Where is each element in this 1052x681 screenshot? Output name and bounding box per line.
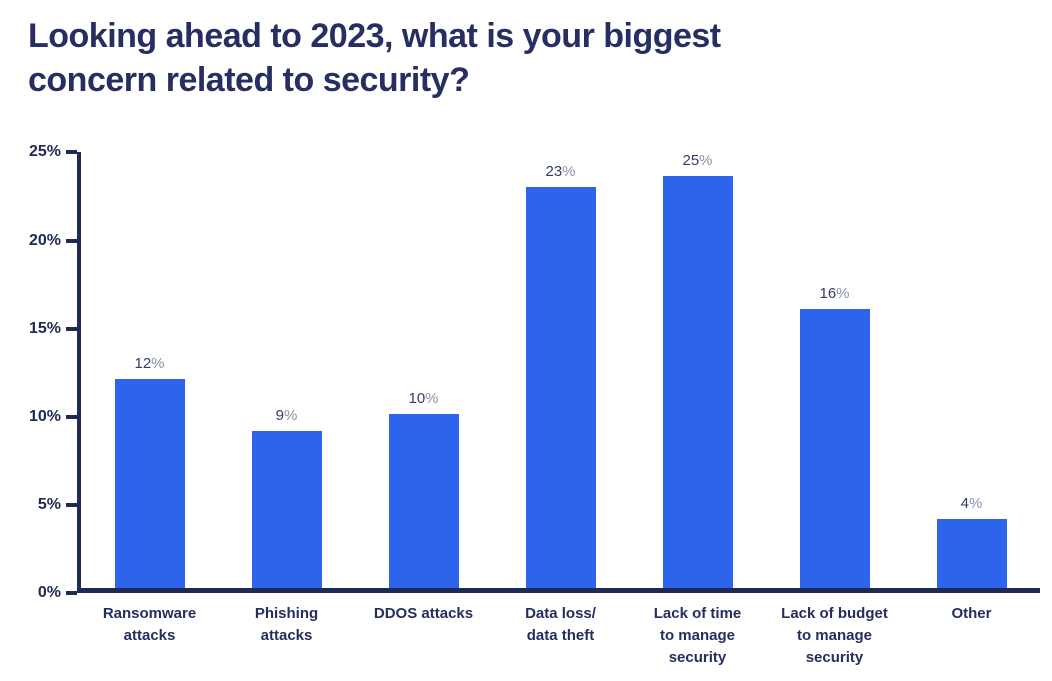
bar-lack-of-time[interactable] — [662, 176, 733, 589]
tick-mark-icon — [66, 503, 77, 508]
percent-sign: % — [151, 355, 165, 373]
percent-sign: % — [562, 163, 576, 181]
bar-value-label: 9% — [276, 407, 298, 424]
y-axis: 25% 20% 15% 10% 5% 0% — [28, 143, 77, 601]
percent-sign: % — [836, 285, 850, 303]
bar-ransomware[interactable] — [114, 379, 185, 589]
y-tick-5: 5% — [38, 496, 77, 514]
bar-group-lack-of-budget: 16% — [766, 152, 903, 589]
y-tick-label: 25% — [28, 143, 61, 161]
bar-value-label: 4% — [961, 495, 983, 512]
tick-mark-icon — [66, 326, 77, 331]
chart-title: Looking ahead to 2023, what is your bigg… — [28, 17, 721, 100]
bar-group-ddos: 10% — [355, 152, 492, 589]
percent-sign: % — [425, 389, 439, 407]
percent-sign: % — [699, 152, 713, 170]
value-number: 25 — [682, 152, 700, 170]
bar-value-label: 16% — [819, 285, 849, 302]
x-axis-label-phishing: Phishing attacks — [254, 605, 319, 645]
tick-mark-icon — [66, 150, 77, 155]
value-number: 23 — [545, 163, 563, 181]
bar-value-label: 12% — [134, 355, 164, 372]
value-number: 12 — [134, 355, 152, 373]
y-tick-label: 10% — [28, 407, 61, 425]
x-axis-label-data-loss: Data loss/ data theft — [525, 605, 596, 645]
bar-value-label: 10% — [408, 390, 438, 407]
y-tick-10: 10% — [29, 408, 77, 426]
y-tick-label: 5% — [37, 496, 61, 514]
bar-group-phishing: 9% — [218, 152, 355, 589]
tick-mark-icon — [66, 238, 77, 243]
value-number: 10 — [408, 389, 426, 407]
bar-data-loss[interactable] — [525, 187, 596, 589]
plot-area: 12% 9% 10% 23% 25% — [77, 152, 1040, 594]
x-axis-labels: Ransomware attacks Phishing attacks DDOS… — [77, 603, 1040, 668]
y-tick-15: 15% — [29, 320, 77, 338]
tick-mark-icon — [66, 591, 77, 596]
bar-group-lack-of-time: 25% — [629, 152, 766, 589]
percent-sign: % — [969, 494, 983, 512]
y-tick-0: 0% — [38, 584, 77, 602]
x-axis-label-other: Other — [951, 605, 992, 623]
percent-sign: % — [284, 407, 298, 425]
y-tick-label: 15% — [28, 319, 61, 337]
bar-group-other: 4% — [903, 152, 1040, 589]
bar-group-data-loss: 23% — [492, 152, 629, 589]
bar-chart: 25% 20% 15% 10% 5% 0% — [28, 143, 1040, 668]
bar-phishing[interactable] — [251, 431, 322, 589]
plot-column: 12% 9% 10% 23% 25% — [77, 152, 1040, 668]
value-number: 9 — [275, 407, 284, 425]
bar-value-label: 23% — [545, 163, 575, 180]
x-axis-label-lack-of-budget: Lack of budget to manage security — [781, 605, 888, 666]
bar-group-ransomware: 12% — [81, 152, 218, 589]
bar-lack-of-budget[interactable] — [799, 309, 870, 589]
x-axis-label-lack-of-time: Lack of time to manage security — [653, 605, 742, 666]
bar-value-label: 25% — [682, 152, 712, 169]
y-tick-25: 25% — [29, 143, 77, 161]
bar-ddos[interactable] — [388, 413, 459, 589]
x-axis-label-ddos: DDOS attacks — [373, 605, 474, 623]
x-axis-label-ransomware: Ransomware attacks — [102, 605, 197, 645]
y-tick-label: 20% — [28, 231, 61, 249]
value-number: 16 — [819, 285, 837, 303]
y-tick-20: 20% — [29, 232, 77, 250]
tick-mark-icon — [66, 414, 77, 419]
y-tick-label: 0% — [37, 584, 61, 602]
value-number: 4 — [960, 494, 969, 512]
bar-other[interactable] — [936, 518, 1007, 589]
